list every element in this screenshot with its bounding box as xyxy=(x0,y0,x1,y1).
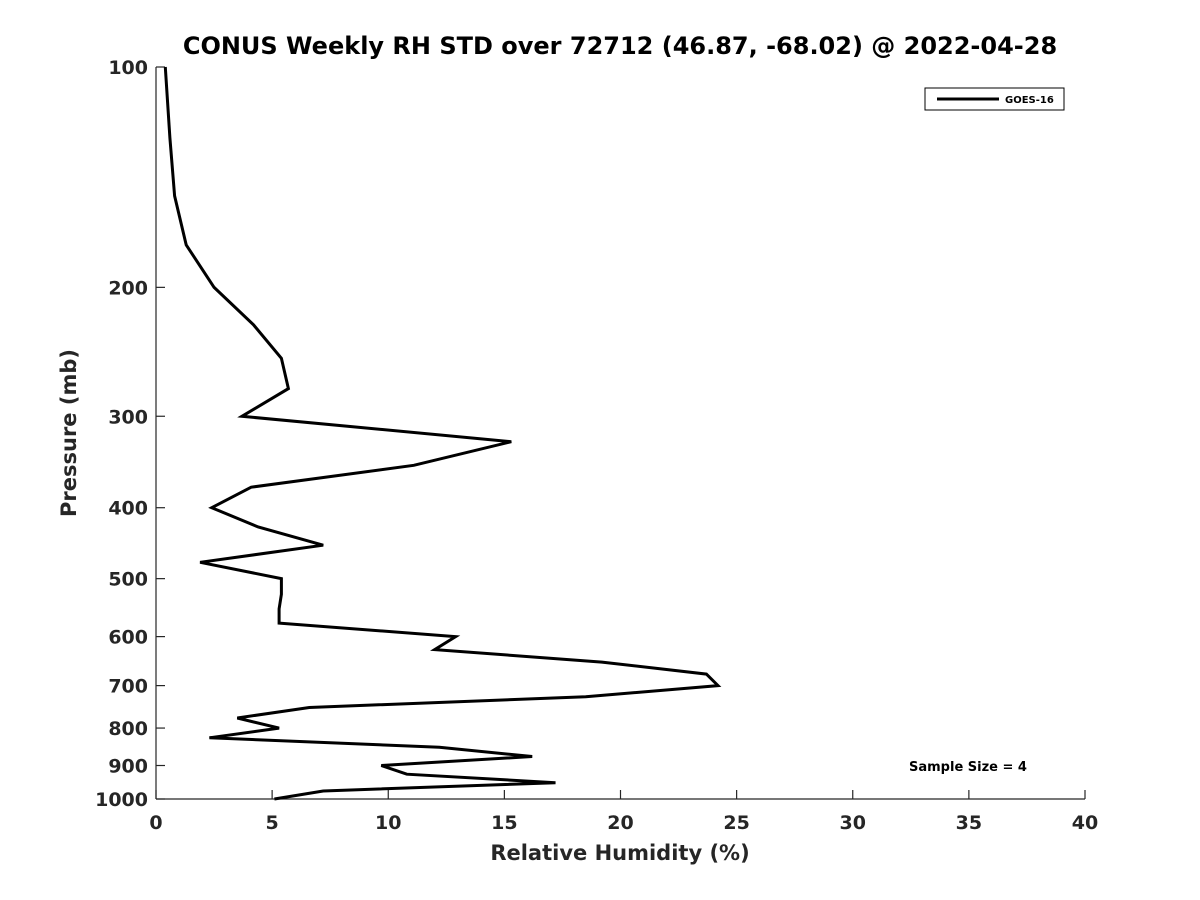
x-tick-label: 5 xyxy=(266,812,279,834)
y-tick-label: 800 xyxy=(108,718,148,740)
x-tick-label: 10 xyxy=(375,812,401,834)
y-tick-label: 100 xyxy=(108,57,148,79)
y-axis-label: Pressure (mb) xyxy=(57,349,81,517)
x-tick-label: 40 xyxy=(1072,812,1098,834)
x-tick-label: 25 xyxy=(723,812,749,834)
plot-area: 0 5 10 15 20 25 30 35 40 100 200 300 400 500 600 700 80… xyxy=(95,57,1098,834)
legend-entry-goes-16: GOES-16 xyxy=(1005,95,1054,106)
x-axis-ticks: 0 5 10 15 20 25 30 35 40 xyxy=(149,790,1098,834)
y-tick-label: 700 xyxy=(108,676,148,698)
y-axis-ticks: 100 200 300 400 500 600 700 800 900 1000 xyxy=(95,57,165,811)
y-tick-label: 900 xyxy=(108,756,148,778)
y-tick-label: 300 xyxy=(108,406,148,428)
y-tick-label: 600 xyxy=(108,627,148,649)
x-tick-label: 0 xyxy=(149,812,162,834)
y-tick-label: 400 xyxy=(108,498,148,520)
series-line-goes-16 xyxy=(163,66,722,801)
x-tick-label: 35 xyxy=(956,812,982,834)
x-tick-label: 15 xyxy=(491,812,517,834)
x-tick-label: 30 xyxy=(840,812,866,834)
y-tick-label: 200 xyxy=(108,277,148,299)
x-axis-label: Relative Humidity (%) xyxy=(490,841,749,865)
y-tick-label: 500 xyxy=(108,569,148,591)
y-tick-label: 1000 xyxy=(95,789,148,811)
chart-title: CONUS Weekly RH STD over 72712 (46.87, -… xyxy=(183,32,1057,60)
legend: GOES-16 xyxy=(924,87,1065,111)
x-tick-label: 20 xyxy=(607,812,633,834)
sample-size-note: Sample Size = 4 xyxy=(909,760,1027,775)
